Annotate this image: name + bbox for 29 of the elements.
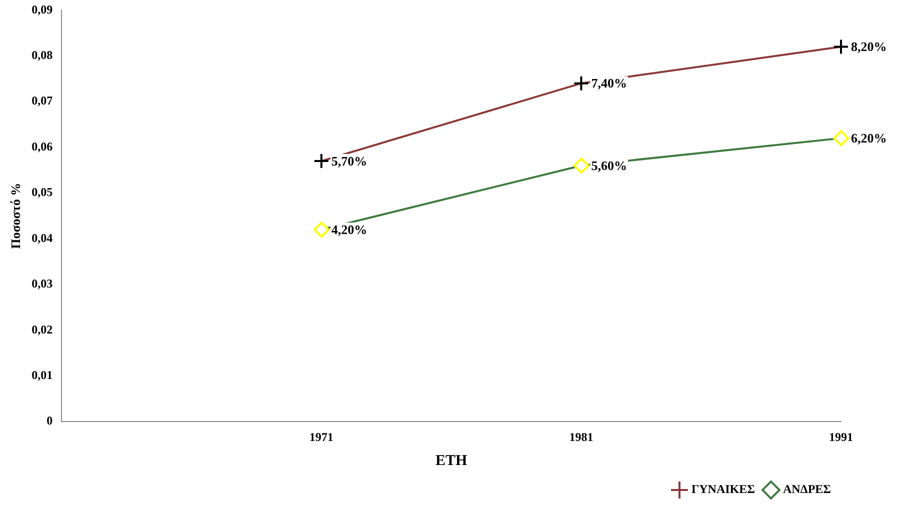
data-label: 6,20% (851, 130, 887, 146)
point (313, 222, 330, 238)
data-label: 4,20% (331, 222, 368, 237)
y-tick-label: 0,01 (32, 368, 53, 382)
x-tick-label: 1971 (309, 430, 334, 444)
y-tick-label: 0,03 (32, 276, 53, 291)
y-tick-label: 0,06 (32, 139, 53, 154)
data-label: 8,20% (851, 39, 887, 54)
point (833, 38, 849, 55)
y-tick-label: 0,08 (32, 48, 53, 62)
x-axis-title: ΕΤΗ (435, 452, 468, 469)
y-tick-label: 0,05 (32, 185, 53, 200)
x-tick-label: 1991 (829, 430, 853, 444)
point (833, 130, 849, 146)
point (573, 158, 590, 174)
x-tick-label: 1981 (569, 430, 594, 444)
legend-label: ΑΝΔΡΕΣ (782, 482, 832, 496)
y-tick-label: 0 (46, 414, 53, 428)
y-axis-title: Ποσοστό % (8, 182, 24, 249)
y-tick-label: 0,07 (32, 94, 53, 108)
y-tick-label: 0,09 (32, 2, 53, 16)
legend-label: ΓΥΝΑΙΚΕΣ (691, 482, 756, 496)
data-label: 5,70% (331, 153, 368, 168)
data-label: 7,40% (591, 76, 627, 91)
point (573, 75, 590, 92)
point (313, 153, 330, 170)
y-tick-label: 0,02 (32, 322, 53, 336)
data-label: 5,60% (591, 158, 627, 173)
y-tick-label: 0,04 (32, 230, 53, 245)
